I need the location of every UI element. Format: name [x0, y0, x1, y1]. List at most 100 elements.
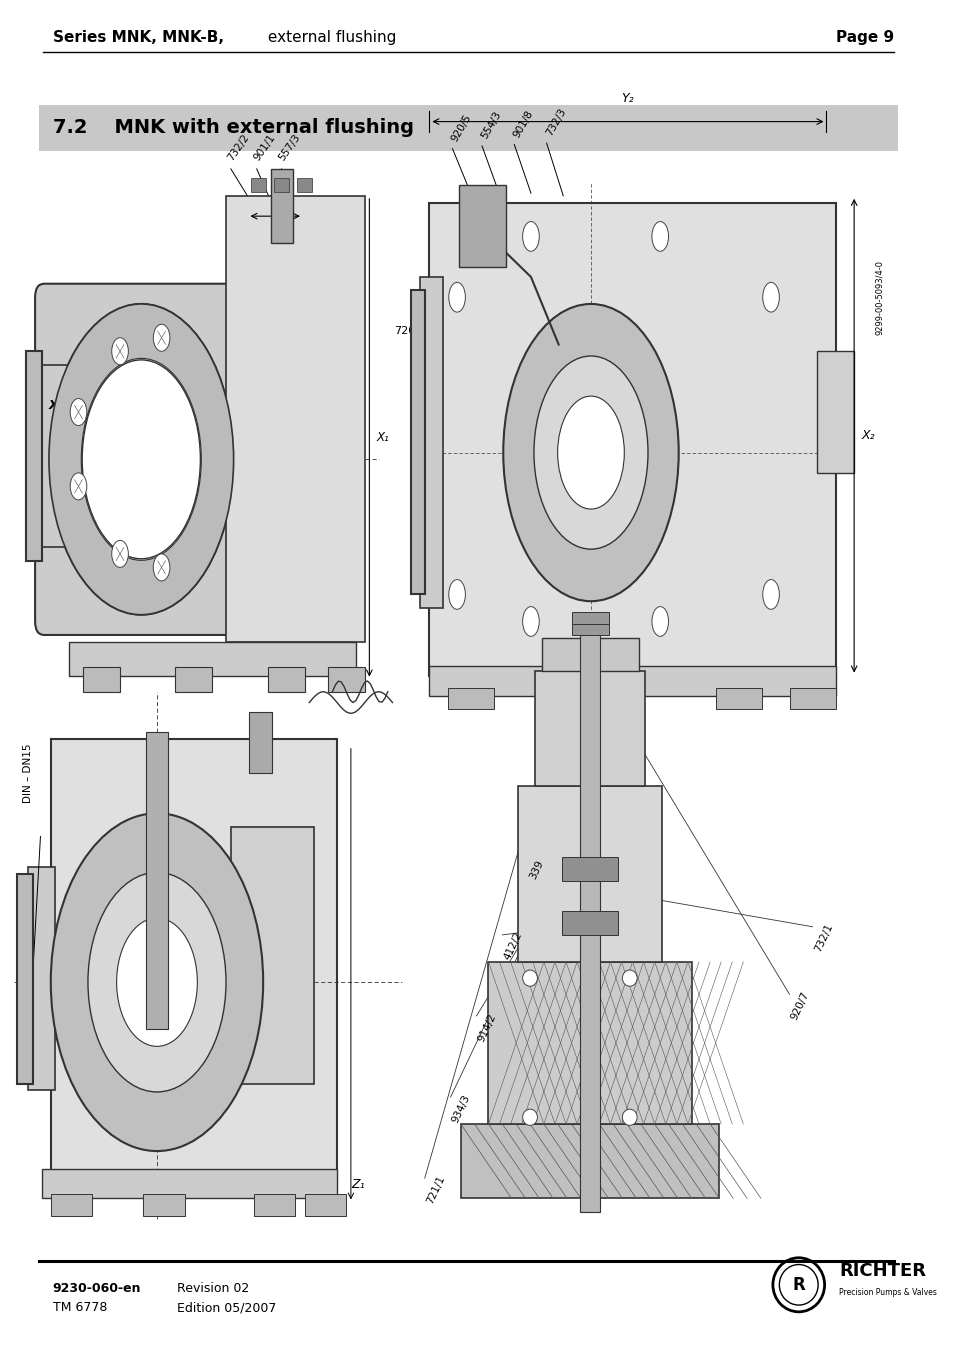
Bar [558, 688, 604, 709]
Bar [789, 688, 835, 709]
Ellipse shape [651, 222, 668, 251]
Ellipse shape [762, 580, 779, 609]
Bar [70, 642, 355, 676]
Bar [419, 277, 443, 608]
Ellipse shape [503, 304, 678, 601]
Bar [561, 911, 618, 935]
Text: DIN – DN15: DIN – DN15 [23, 743, 32, 802]
Text: 934/3: 934/3 [450, 1093, 472, 1124]
Bar [534, 671, 645, 786]
FancyBboxPatch shape [35, 284, 247, 635]
Ellipse shape [106, 400, 176, 519]
Text: 732/2: 732/2 [226, 132, 252, 162]
Bar [328, 667, 364, 692]
Text: Y₁: Y₁ [269, 186, 281, 200]
Bar [249, 712, 273, 773]
Bar [37, 365, 83, 547]
Ellipse shape [651, 607, 668, 636]
Ellipse shape [772, 1258, 823, 1312]
Text: Series MNK, MNK-B,: Series MNK, MNK-B, [52, 30, 223, 45]
Text: TM 6778: TM 6778 [52, 1301, 107, 1315]
Bar [26, 351, 43, 561]
Text: Edition 05/2007: Edition 05/2007 [177, 1301, 276, 1315]
Text: 901/8: 901/8 [511, 108, 535, 139]
Bar [37, 169, 867, 1236]
Bar [715, 688, 761, 709]
Ellipse shape [762, 282, 779, 312]
Ellipse shape [448, 580, 465, 609]
Bar [42, 1169, 336, 1198]
Bar [488, 962, 691, 1124]
Ellipse shape [522, 1109, 537, 1125]
Ellipse shape [522, 970, 537, 986]
Bar [541, 638, 638, 671]
Text: 920/7: 920/7 [789, 990, 810, 1021]
Ellipse shape [88, 873, 226, 1092]
Bar [274, 178, 289, 192]
Bar [817, 351, 853, 473]
Bar [571, 623, 608, 635]
Ellipse shape [621, 1109, 637, 1125]
Text: X: X [49, 399, 58, 412]
Bar [447, 688, 494, 709]
Text: 557/3: 557/3 [276, 132, 302, 162]
Ellipse shape [522, 222, 538, 251]
Bar [83, 667, 120, 692]
Text: 914/2: 914/2 [476, 1012, 497, 1043]
Bar [51, 1194, 92, 1216]
Bar [579, 617, 599, 1212]
Ellipse shape [82, 359, 200, 559]
Ellipse shape [49, 304, 233, 615]
Bar [411, 290, 424, 594]
Bar [143, 1194, 185, 1216]
Text: external flushing: external flushing [263, 30, 396, 45]
Bar [460, 1124, 719, 1198]
Bar [226, 196, 364, 642]
Ellipse shape [112, 540, 129, 567]
Ellipse shape [153, 554, 170, 581]
Text: 901/1: 901/1 [252, 132, 277, 162]
Bar [146, 732, 168, 1029]
Text: 920/5: 920/5 [449, 112, 473, 143]
Bar [304, 1194, 346, 1216]
Bar [268, 667, 304, 692]
Bar [571, 612, 608, 624]
Text: 554/3: 554/3 [478, 109, 502, 141]
Text: Precision Pumps & Valves: Precision Pumps & Valves [839, 1289, 936, 1297]
Ellipse shape [522, 607, 538, 636]
FancyBboxPatch shape [458, 185, 505, 267]
Text: 721/1: 721/1 [424, 1174, 446, 1205]
Bar [51, 739, 336, 1185]
Ellipse shape [153, 324, 170, 351]
Bar [271, 169, 293, 243]
Text: 732/3: 732/3 [543, 107, 567, 138]
Ellipse shape [71, 473, 87, 500]
Ellipse shape [51, 813, 263, 1151]
Ellipse shape [116, 919, 197, 1046]
Text: 732/1: 732/1 [812, 923, 834, 954]
Ellipse shape [448, 282, 465, 312]
Text: 9230-060-en: 9230-060-en [52, 1282, 141, 1296]
Bar [28, 867, 55, 1090]
Ellipse shape [621, 970, 637, 986]
Text: 7.2    MNK with external flushing: 7.2 MNK with external flushing [52, 118, 414, 138]
Text: X₂: X₂ [861, 430, 874, 442]
Ellipse shape [71, 399, 87, 426]
Bar [253, 1194, 295, 1216]
Bar [517, 786, 661, 962]
Bar [429, 666, 835, 696]
Bar [429, 203, 835, 676]
Ellipse shape [66, 332, 216, 586]
Bar [297, 178, 312, 192]
Ellipse shape [81, 358, 201, 561]
Bar [231, 827, 314, 1084]
Ellipse shape [534, 355, 647, 549]
Text: 339: 339 [528, 859, 545, 881]
Text: 412/2: 412/2 [502, 931, 523, 962]
Text: Y₂: Y₂ [621, 92, 634, 105]
Bar [39, 105, 898, 151]
Text: RICHTER: RICHTER [839, 1262, 925, 1281]
Ellipse shape [558, 396, 623, 509]
Text: 720: 720 [394, 326, 416, 336]
Ellipse shape [779, 1265, 818, 1305]
